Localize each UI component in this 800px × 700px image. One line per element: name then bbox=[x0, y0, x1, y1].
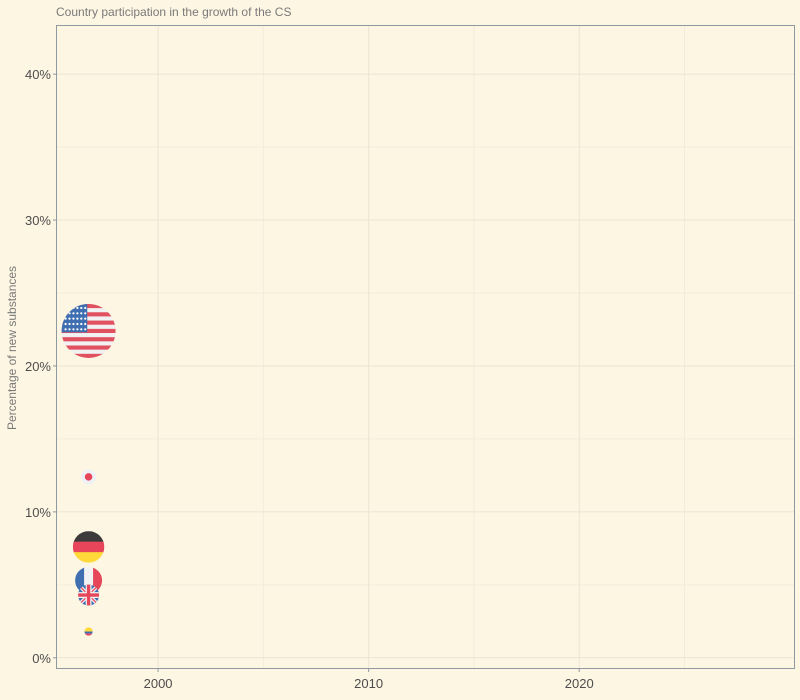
data-points bbox=[61, 303, 116, 636]
germany-flag-icon bbox=[72, 531, 105, 563]
y-axis-label: Percentage of new substances bbox=[5, 266, 19, 430]
y-axis-ticks: 0% 10% 20% 30% 40% bbox=[25, 67, 57, 666]
japan-flag-icon bbox=[81, 469, 97, 485]
chart-title: Country participation in the growth of t… bbox=[56, 5, 291, 19]
uk-flag-icon bbox=[78, 584, 100, 606]
x-tick-label: 2000 bbox=[144, 676, 173, 691]
x-tick-label: 2010 bbox=[354, 676, 383, 691]
plot-panel-border bbox=[56, 25, 795, 669]
y-tick-label: 40% bbox=[25, 67, 51, 82]
us-flag-icon bbox=[61, 303, 116, 358]
x-tick-label: 2020 bbox=[565, 676, 594, 691]
y-tick-label: 10% bbox=[25, 505, 51, 520]
x-axis-ticks: 2000 2010 2020 bbox=[144, 668, 594, 691]
y-tick-label: 20% bbox=[25, 359, 51, 374]
colombia-flag-icon bbox=[84, 627, 93, 636]
grid bbox=[57, 26, 794, 668]
france-flag-icon bbox=[75, 566, 103, 594]
y-tick-label: 0% bbox=[32, 651, 51, 666]
y-tick-label: 30% bbox=[25, 213, 51, 228]
